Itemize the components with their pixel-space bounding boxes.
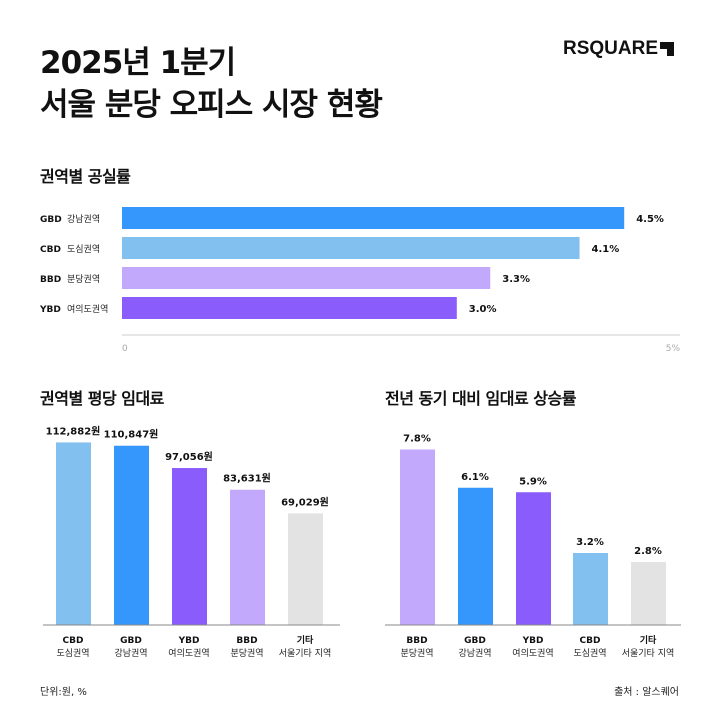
data-label: 2.8% — [634, 546, 662, 557]
category-name: 도심권역 — [56, 647, 89, 659]
category-name: 강남권역 — [458, 647, 491, 659]
category-name: 서울기타 지역 — [622, 648, 675, 659]
bar — [573, 553, 608, 625]
category-code: BBD — [236, 636, 257, 646]
category-name: 강남권역 — [67, 213, 100, 225]
bar — [516, 492, 551, 625]
title-line-1: 2025년 1분기 — [40, 45, 236, 81]
bar — [458, 487, 493, 625]
category-name: 분당권역 — [400, 647, 433, 659]
data-label: 6.1% — [461, 472, 489, 483]
bar — [230, 489, 265, 625]
category-code: CBD — [40, 245, 61, 255]
category-name: 여의도권역 — [168, 647, 209, 659]
category-name: 분당권역 — [230, 647, 263, 659]
category-name: 분당권역 — [67, 273, 100, 285]
category-code: YBD — [522, 636, 544, 646]
data-label: 4.1% — [592, 244, 620, 255]
data-label: 69,029원 — [281, 495, 329, 508]
bar — [172, 468, 207, 625]
page-title: 2025년 1분기 서울 분당 오피스 시장 현황 — [40, 42, 383, 126]
tick-label: 0 — [122, 344, 128, 354]
category-name: 도심권역 — [573, 647, 606, 659]
bar — [122, 237, 580, 259]
data-label: 4.5% — [636, 214, 664, 225]
rsquare-logo: RSQUARE — [563, 38, 675, 60]
tick-label: 5% — [666, 344, 681, 354]
data-label: 5.9% — [519, 476, 547, 487]
data-label: 97,056원 — [165, 450, 213, 463]
vacancy-chart-title: 권역별 공실률 — [40, 167, 131, 186]
category-code: YBD — [39, 305, 61, 315]
bar — [288, 513, 323, 625]
category-name: 서울기타 지역 — [279, 648, 332, 659]
unit-note: 단위:원, % — [40, 687, 87, 698]
data-label: 112,882원 — [46, 424, 101, 437]
category-name: 강남권역 — [114, 647, 147, 659]
category-code: GBD — [120, 636, 142, 646]
bar — [114, 445, 149, 625]
category-name: 여의도권역 — [67, 303, 108, 315]
category-code: 기타 — [640, 634, 657, 646]
category-name: 여의도권역 — [512, 647, 553, 659]
data-label: 3.2% — [576, 537, 604, 548]
title-line-2: 서울 분당 오피스 시장 현황 — [40, 87, 383, 123]
logo-mark-icon — [660, 42, 675, 56]
bar — [56, 442, 91, 625]
category-code: GBD — [464, 636, 486, 646]
category-code: 기타 — [297, 634, 314, 646]
bar — [122, 207, 625, 229]
category-code: YBD — [178, 636, 200, 646]
bar — [631, 562, 666, 625]
data-label: 3.0% — [469, 304, 497, 315]
category-code: CBD — [580, 636, 601, 646]
data-label: 3.3% — [502, 274, 530, 285]
data-label: 7.8% — [403, 434, 431, 445]
category-code: BBD — [40, 275, 61, 285]
data-label: 83,631원 — [223, 472, 271, 485]
source-note: 출처 : 알스퀘어 — [614, 687, 679, 698]
category-name: 도심권역 — [67, 243, 100, 255]
bar — [122, 297, 457, 319]
bar — [122, 267, 491, 289]
growth-chart-title: 전년 동기 대비 임대료 상승률 — [385, 389, 576, 408]
data-label: 110,847원 — [104, 428, 159, 441]
logo-text: RSQUARE — [563, 38, 659, 59]
bar — [400, 449, 435, 625]
rent-chart-title: 권역별 평당 임대료 — [40, 389, 164, 408]
category-code: BBD — [406, 636, 427, 646]
category-code: CBD — [63, 636, 84, 646]
category-code: GBD — [40, 215, 62, 225]
